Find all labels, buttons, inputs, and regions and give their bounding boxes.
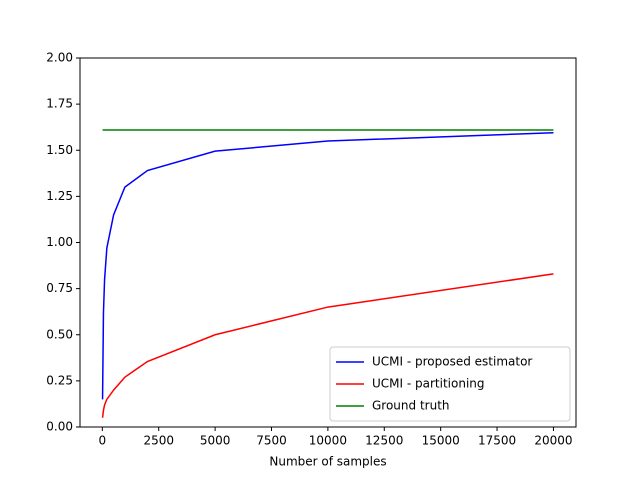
legend-label: Ground truth — [372, 399, 450, 413]
x-tick-label: 7500 — [256, 434, 287, 448]
y-tick-label: 1.50 — [46, 143, 73, 157]
y-tick-label: 2.00 — [46, 51, 73, 65]
x-tick-label: 0 — [99, 434, 107, 448]
series-line — [101, 273, 554, 418]
x-tick-label: 5000 — [200, 434, 231, 448]
y-tick-label: 0.25 — [46, 373, 73, 387]
series-line — [101, 131, 554, 400]
y-tick-label: 0.75 — [46, 281, 73, 295]
y-tick-label: 1.75 — [46, 97, 73, 111]
x-tick-label: 20000 — [534, 434, 572, 448]
x-tick-label: 15000 — [422, 434, 460, 448]
x-axis-label: Number of samples — [269, 455, 386, 469]
y-tick-label: 0.00 — [46, 420, 73, 434]
legend-box — [329, 346, 571, 422]
y-tick-label: 1.00 — [46, 235, 73, 249]
legend-label: UCMI - proposed estimator — [372, 355, 532, 369]
x-tick-label: 12500 — [365, 434, 403, 448]
y-tick-label: 1.25 — [46, 189, 73, 203]
x-tick-label: 10000 — [309, 434, 347, 448]
x-tick-label: 17500 — [478, 434, 516, 448]
legend-label: UCMI - partitioning — [372, 377, 485, 391]
plot-frame — [79, 57, 577, 428]
y-tick-label: 0.50 — [46, 327, 73, 341]
x-tick-label: 2500 — [143, 434, 174, 448]
